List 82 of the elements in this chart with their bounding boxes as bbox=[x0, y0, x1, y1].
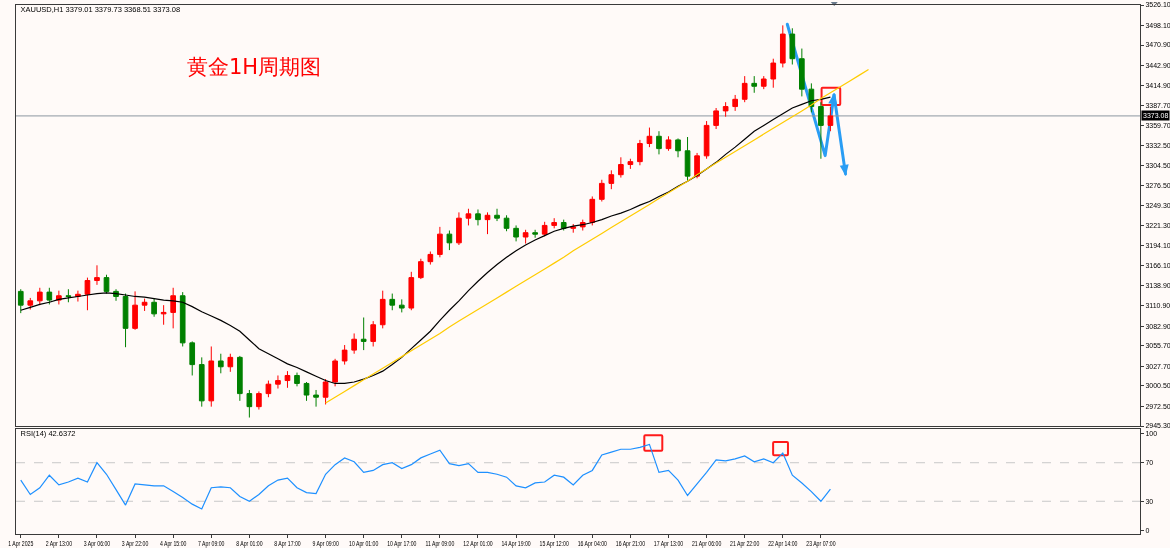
candlestick bbox=[151, 298, 157, 318]
candlestick bbox=[760, 75, 767, 90]
candlestick bbox=[360, 316, 367, 351]
candlestick bbox=[627, 158, 634, 170]
candlestick bbox=[598, 179, 605, 203]
candlestick bbox=[503, 214, 510, 232]
candlestick bbox=[427, 251, 434, 266]
candlestick bbox=[227, 353, 234, 373]
candlestick bbox=[818, 101, 824, 160]
candlestick bbox=[189, 340, 196, 376]
candlestick bbox=[237, 355, 243, 402]
candlestick bbox=[294, 372, 300, 387]
candlestick bbox=[160, 304, 167, 326]
candlestick bbox=[341, 344, 348, 366]
candlestick bbox=[446, 230, 453, 251]
annotation: 黄金1H周期图 bbox=[187, 55, 322, 79]
candlestick bbox=[84, 277, 91, 311]
candlestick bbox=[27, 297, 34, 311]
candlestick bbox=[208, 345, 215, 408]
candlestick bbox=[656, 130, 662, 155]
candlestick bbox=[789, 27, 796, 66]
candlestick bbox=[684, 136, 691, 181]
candlestick bbox=[122, 293, 129, 348]
candlestick bbox=[551, 217, 558, 229]
candlestick bbox=[246, 389, 253, 419]
candlestick bbox=[284, 370, 291, 389]
candlestick bbox=[418, 258, 424, 280]
candlestick bbox=[732, 94, 738, 112]
candlestick bbox=[370, 320, 377, 347]
candlestick bbox=[646, 127, 653, 148]
candlestick bbox=[322, 378, 329, 405]
candlestick bbox=[198, 356, 205, 408]
candlestick bbox=[799, 48, 805, 97]
candlestick bbox=[675, 137, 681, 158]
candlestick bbox=[560, 219, 567, 231]
candlestick bbox=[265, 380, 272, 398]
candlestick bbox=[618, 156, 624, 179]
candlestick bbox=[456, 211, 462, 246]
candlestick bbox=[513, 224, 519, 242]
candlestick bbox=[475, 208, 481, 226]
candlestick bbox=[532, 229, 538, 239]
candlestick bbox=[751, 75, 758, 94]
candlestick bbox=[17, 288, 24, 314]
candlestick bbox=[465, 208, 472, 226]
candlestick bbox=[541, 221, 548, 237]
candlestick bbox=[46, 287, 53, 305]
candlestick bbox=[94, 264, 100, 286]
candlestick bbox=[722, 101, 729, 118]
candlestick bbox=[665, 135, 672, 152]
line-series bbox=[324, 68, 870, 404]
candlestick bbox=[132, 290, 138, 331]
candlestick bbox=[332, 358, 338, 387]
candlestick bbox=[303, 381, 310, 402]
candlestick bbox=[589, 195, 596, 226]
candlestick bbox=[141, 298, 148, 312]
candlestick bbox=[741, 75, 748, 103]
candlestick bbox=[713, 107, 719, 130]
candlestick bbox=[494, 208, 500, 222]
candlestick bbox=[437, 226, 443, 258]
candlestick bbox=[256, 390, 262, 411]
candlestick bbox=[779, 24, 786, 68]
candlestick bbox=[217, 353, 224, 374]
candlestick bbox=[389, 293, 396, 311]
candlestick bbox=[36, 287, 43, 306]
candlestick bbox=[703, 120, 710, 160]
candlestick bbox=[179, 291, 186, 347]
candlestick bbox=[522, 229, 529, 245]
candlestick bbox=[570, 223, 577, 234]
candlestick bbox=[379, 290, 386, 329]
candlestick bbox=[694, 152, 700, 179]
candlestick bbox=[65, 288, 72, 303]
candlestick bbox=[398, 298, 405, 313]
candlestick bbox=[313, 389, 319, 408]
candlestick bbox=[827, 106, 834, 132]
candlestick bbox=[408, 271, 415, 311]
candlestick bbox=[770, 58, 777, 89]
candlestick bbox=[484, 211, 491, 235]
candlestick bbox=[608, 169, 615, 190]
candlestick bbox=[637, 139, 643, 166]
candlestick bbox=[275, 374, 281, 390]
candlestick bbox=[170, 287, 176, 329]
candlestick bbox=[351, 332, 357, 355]
